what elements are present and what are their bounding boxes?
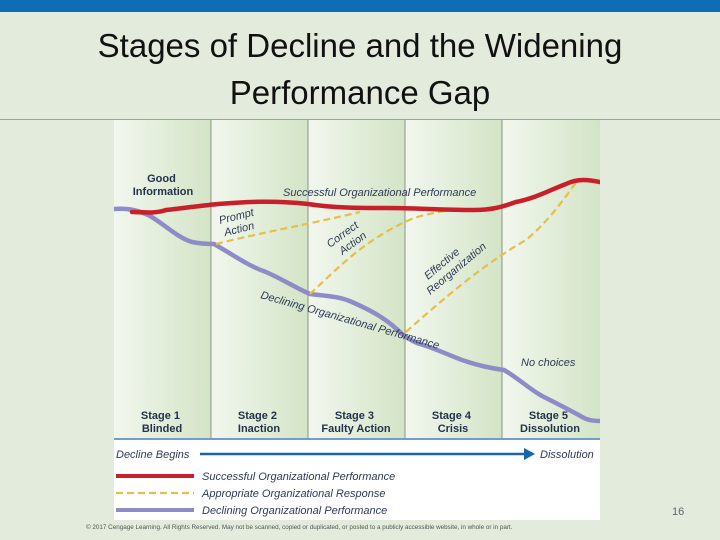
- response-line-prompt: [215, 210, 361, 246]
- stage-2-label: Stage 2 Inaction: [238, 410, 280, 435]
- stage-1-label: Stage 1 Blinded: [141, 410, 183, 435]
- title-divider: [0, 119, 720, 120]
- legend-label-declining: Declining Organizational Performance: [202, 505, 387, 517]
- declining-performance-curve: [114, 206, 600, 424]
- dissolution-label: Dissolution: [540, 449, 594, 461]
- stage-band-3: [308, 120, 405, 438]
- copyright-notice: © 2017 Cengage Learning. All Rights Rese…: [86, 524, 513, 531]
- stage-dividers: [210, 120, 503, 438]
- stage-bands: [114, 120, 600, 438]
- legend-label-response: Appropriate Organizational Response: [201, 488, 385, 500]
- stage-4-label: Stage 4 Crisis: [432, 410, 474, 435]
- legend-label-successful: Successful Organizational Performance: [202, 471, 395, 483]
- response-line-reorg: [405, 179, 579, 333]
- good-information-label: Good Information: [133, 173, 194, 198]
- stage-labels: Stage 1 Blinded Stage 2 Inaction Stage 3…: [141, 410, 580, 435]
- successful-performance-curve: [129, 177, 600, 215]
- stage-band-4: [405, 120, 502, 438]
- stages-of-decline-figure: Good Information Successful Organization…: [114, 120, 600, 520]
- title-line-2: Performance Gap: [229, 74, 491, 111]
- top-accent-bar: [0, 0, 720, 12]
- successful-curve-label: Successful Organizational Performance: [283, 187, 476, 199]
- title-line-1: Stages of Decline and the Widening: [97, 27, 623, 64]
- decline-begins-label: Decline Begins: [116, 449, 190, 461]
- stage-band-5: [502, 120, 600, 438]
- slide-title: Stages of Decline and the Widening Perfo…: [0, 22, 720, 116]
- slide-number: 16: [672, 506, 685, 518]
- stage-5-label: Stage 5 Dissolution: [520, 410, 580, 435]
- stage-band-1: [114, 120, 211, 438]
- legend: Successful Organizational Performance Ap…: [116, 471, 395, 517]
- no-choices-label: No choices: [521, 357, 576, 369]
- decline-arrow-head: [524, 448, 535, 460]
- stage-3-label: Stage 3 Faulty Action: [321, 410, 391, 435]
- decline-diagram: Good Information Successful Organization…: [114, 120, 600, 517]
- stage-band-2: [211, 120, 308, 438]
